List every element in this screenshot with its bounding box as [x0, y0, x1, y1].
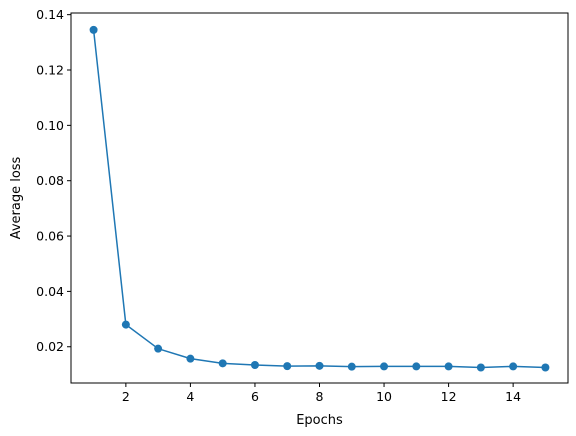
y-axis-label: Average loss — [9, 156, 24, 239]
x-axis-ticks: 2 4 6 8 10 12 14 — [122, 383, 521, 404]
loss-data-point — [444, 362, 453, 371]
loss-data-point — [283, 362, 292, 371]
x-tick-label: 14 — [505, 389, 521, 404]
y-tick-label: 0.08 — [36, 173, 64, 188]
loss-data-point — [121, 320, 130, 329]
x-tick-label: 12 — [441, 389, 457, 404]
y-tick-label: 0.10 — [36, 118, 64, 133]
loss-data-point — [89, 25, 98, 34]
y-tick-label: 0.02 — [36, 339, 64, 354]
loss-data-point — [541, 363, 550, 372]
loss-data-point — [186, 354, 195, 363]
loss-data-point — [315, 361, 324, 370]
y-tick-label: 0.06 — [36, 229, 64, 244]
x-axis-label: Epochs — [296, 413, 343, 428]
x-tick-label: 6 — [251, 389, 259, 404]
y-tick-label: 0.12 — [36, 63, 64, 78]
loss-data-point — [476, 363, 485, 372]
loss-data-point — [412, 362, 421, 371]
x-tick-label: 4 — [186, 389, 194, 404]
loss-data-point — [509, 362, 518, 371]
y-tick-label: 0.04 — [36, 284, 64, 299]
y-axis-ticks: 0.02 0.04 0.06 0.08 0.10 0.12 0.14 — [36, 7, 71, 354]
x-tick-label: 10 — [376, 389, 392, 404]
x-tick-label: 8 — [316, 389, 324, 404]
loss-data-point — [380, 362, 389, 371]
y-tick-label: 0.14 — [36, 7, 64, 22]
series-layer — [89, 25, 550, 372]
plot-area — [71, 13, 568, 383]
loss-data-point — [250, 361, 259, 370]
x-tick-label: 2 — [122, 389, 130, 404]
loss-data-point — [154, 344, 163, 353]
loss-data-point — [218, 359, 227, 368]
loss-data-point — [347, 362, 356, 371]
